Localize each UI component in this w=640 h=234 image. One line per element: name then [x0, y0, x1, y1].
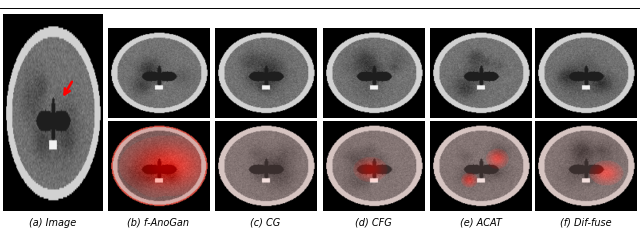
Text: (d) CFG: (d) CFG [355, 218, 392, 228]
Text: (f) Dif-fuse: (f) Dif-fuse [560, 218, 611, 228]
Text: (c) CG: (c) CG [250, 218, 281, 228]
Text: (b) f-AnoGan: (b) f-AnoGan [127, 218, 189, 228]
Text: (a) Image: (a) Image [29, 218, 76, 228]
Text: (e) ACAT: (e) ACAT [460, 218, 502, 228]
